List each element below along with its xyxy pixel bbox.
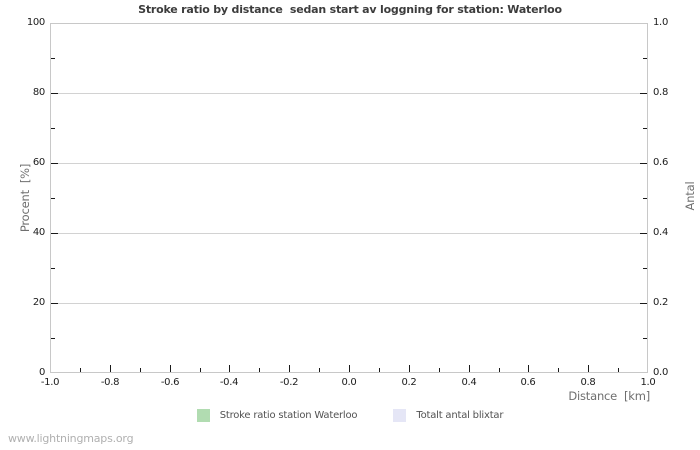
x-minor-tick <box>259 368 260 372</box>
watermark-text: www.lightningmaps.org <box>8 432 134 445</box>
x-tick-label: -1.0 <box>40 377 60 388</box>
gridline <box>51 303 647 304</box>
y-left-minor-tick <box>51 58 55 59</box>
x-tick-label: 0.8 <box>580 377 596 388</box>
legend-label: Stroke ratio station Waterloo <box>219 410 358 421</box>
y-right-tick-label: 1.0 <box>653 17 669 28</box>
y-left-major-tick <box>51 163 58 164</box>
y-left-major-tick <box>51 233 58 234</box>
legend-swatch-0 <box>196 409 210 422</box>
x-tick-label: 0.4 <box>461 377 477 388</box>
x-major-tick <box>349 365 350 372</box>
y-right-tick-label: 0.6 <box>653 157 669 168</box>
x-major-tick <box>170 365 171 372</box>
y-right-major-tick <box>640 303 647 304</box>
gridline <box>51 233 647 234</box>
y-right-minor-tick <box>643 268 647 269</box>
y-right-minor-tick <box>643 198 647 199</box>
y-left-major-tick <box>51 93 58 94</box>
x-tick-label: 0.0 <box>341 377 357 388</box>
y-right-minor-tick <box>643 58 647 59</box>
x-tick-label: -0.6 <box>160 377 180 388</box>
legend-label: Totalt antal blixtar <box>416 410 504 421</box>
plot-area <box>50 23 648 373</box>
y-left-minor-tick <box>51 338 55 339</box>
x-tick-label: -0.8 <box>100 377 120 388</box>
x-minor-tick <box>558 368 559 372</box>
x-major-tick <box>110 365 111 372</box>
y-left-minor-tick <box>51 128 55 129</box>
x-major-tick <box>409 365 410 372</box>
legend-entry: Stroke ratio station Waterloo <box>196 409 358 422</box>
x-tick-label: -0.2 <box>279 377 299 388</box>
x-major-tick <box>588 365 589 372</box>
y-left-tick-label: 0 <box>38 367 45 378</box>
y-axis-title-right: Antal <box>683 181 697 211</box>
x-tick-label: 0.2 <box>401 377 417 388</box>
x-major-tick <box>469 365 470 372</box>
x-minor-tick <box>319 368 320 372</box>
x-tick-label: 0.6 <box>520 377 536 388</box>
x-minor-tick <box>379 368 380 372</box>
y-right-minor-tick <box>643 338 647 339</box>
x-major-tick <box>289 365 290 372</box>
x-axis-title: Distance [km] <box>568 389 650 403</box>
y-right-tick-label: 0.2 <box>653 297 669 308</box>
y-left-tick-label: 60 <box>32 157 45 168</box>
gridline <box>51 163 647 164</box>
y-right-tick-label: 0.0 <box>653 367 669 378</box>
y-left-tick-label: 40 <box>32 227 45 238</box>
x-major-tick <box>229 365 230 372</box>
y-right-major-tick <box>640 93 647 94</box>
gridline <box>51 93 647 94</box>
x-minor-tick <box>618 368 619 372</box>
y-right-major-tick <box>640 163 647 164</box>
y-left-minor-tick <box>51 198 55 199</box>
x-minor-tick <box>499 368 500 372</box>
x-minor-tick <box>80 368 81 372</box>
chart-title: Stroke ratio by distance sedan start av … <box>138 3 562 16</box>
x-major-tick <box>528 365 529 372</box>
x-minor-tick <box>200 368 201 372</box>
x-tick-label: -0.4 <box>219 377 239 388</box>
legend: Stroke ratio station Waterloo Totalt anta… <box>0 409 700 422</box>
y-right-tick-label: 0.8 <box>653 87 669 98</box>
y-right-tick-label: 0.4 <box>653 227 669 238</box>
y-right-minor-tick <box>643 128 647 129</box>
y-left-tick-label: 20 <box>32 297 45 308</box>
x-tick-label: 1.0 <box>640 377 656 388</box>
y-left-tick-label: 80 <box>32 87 45 98</box>
legend-entry: Totalt antal blixtar <box>393 409 503 422</box>
y-left-tick-label: 100 <box>26 17 45 28</box>
y-axis-title-left: Procent [%] <box>18 163 32 233</box>
y-right-major-tick <box>640 233 647 234</box>
y-left-major-tick <box>51 303 58 304</box>
x-minor-tick <box>439 368 440 372</box>
legend-swatch-1 <box>393 409 407 422</box>
x-minor-tick <box>140 368 141 372</box>
y-left-minor-tick <box>51 268 55 269</box>
